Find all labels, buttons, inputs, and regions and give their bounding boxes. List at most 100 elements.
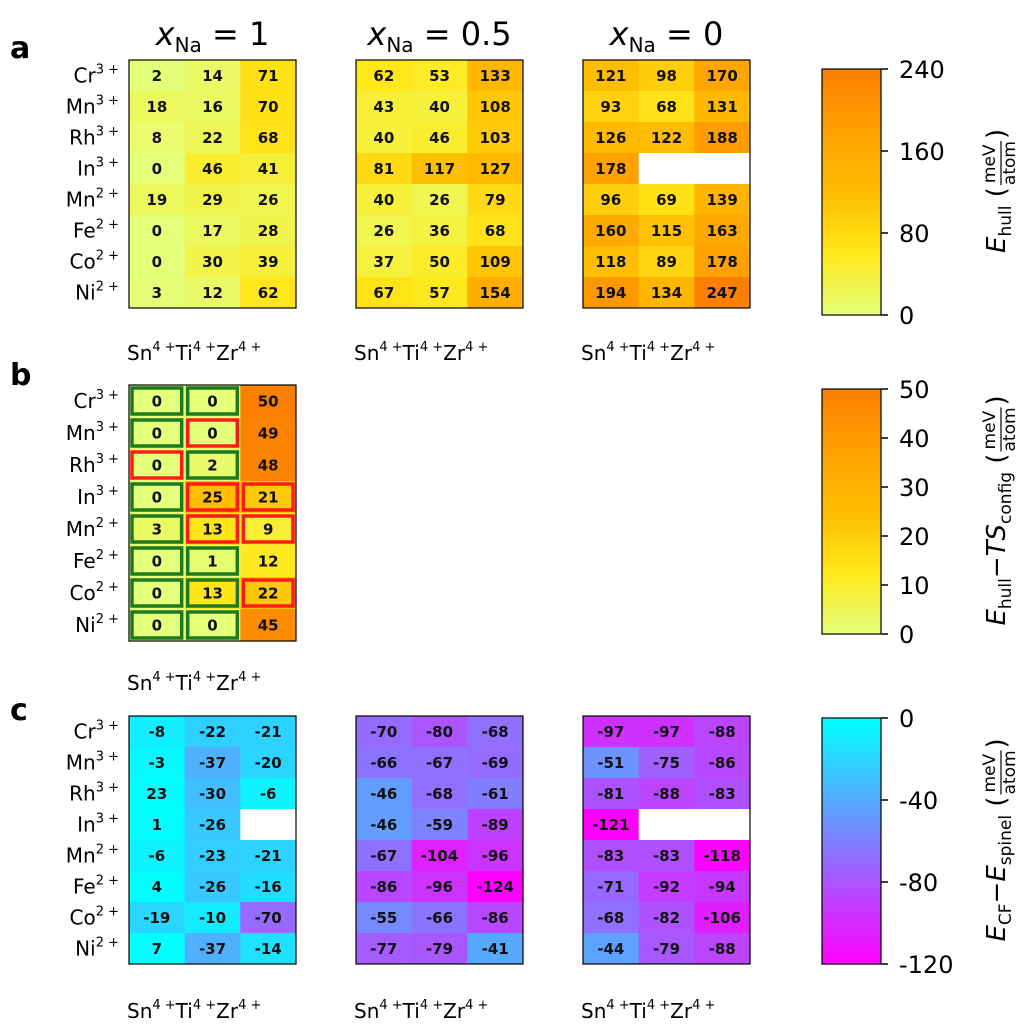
colorbar-step — [822, 900, 881, 904]
colorbar-step — [822, 937, 881, 940]
cell-value: -69 — [482, 754, 509, 772]
row-label: In3 + — [77, 156, 119, 181]
heatmap-cell — [467, 778, 524, 810]
heatmap-cell — [240, 215, 297, 247]
cell-value: -106 — [703, 909, 741, 927]
colorbar-step — [822, 595, 881, 598]
heatmap-cell — [411, 215, 468, 247]
colorbar-step — [822, 427, 881, 431]
cell-value: -92 — [653, 878, 680, 896]
heatmap-cell — [638, 871, 695, 903]
colorbar-step — [822, 259, 881, 263]
colorbar-step — [822, 875, 881, 879]
colorbar-step — [822, 91, 881, 95]
colorbar-step — [822, 175, 881, 179]
row-label: Cr3 + — [74, 719, 119, 744]
colorbar-step — [822, 574, 881, 578]
cell-value: 62 — [373, 67, 394, 85]
colorbar-step — [822, 220, 881, 224]
colorbar-step — [822, 450, 881, 453]
colorbar-step — [822, 196, 881, 199]
colorbar-step — [822, 306, 881, 310]
colorbar-tick-label: 20 — [899, 523, 930, 551]
cell-value: -8 — [148, 723, 165, 741]
cell-value: 57 — [429, 284, 450, 302]
cell-value: 0 — [152, 585, 162, 603]
unit-denominator: atom — [1000, 407, 1020, 451]
colorbar-step — [822, 235, 881, 238]
heatmap-cell — [356, 871, 413, 903]
colorbar-step — [822, 393, 881, 396]
heatmap-frame — [582, 715, 751, 965]
colorbar-step — [822, 87, 881, 91]
panel-letter-c: c — [10, 693, 28, 728]
cell-value: -10 — [199, 909, 226, 927]
heatmap-cell — [240, 871, 297, 903]
heatmap-cell — [467, 122, 524, 154]
colorbar-step — [822, 103, 881, 107]
cell-outline-green — [130, 610, 184, 640]
cell-value: -22 — [199, 723, 226, 741]
cell-value: 29 — [202, 191, 223, 209]
heatmap-cell — [184, 933, 241, 965]
cell-value: 108 — [480, 98, 511, 116]
colorbar-step — [822, 884, 881, 887]
colorbar-step — [822, 140, 881, 144]
colorbar-step — [822, 136, 881, 140]
colorbar-step — [822, 169, 881, 173]
cell-value: 79 — [485, 191, 506, 209]
heatmap-cell — [129, 545, 186, 578]
row-label: Mn3 + — [66, 420, 119, 445]
cell-value: -89 — [482, 816, 509, 834]
heatmap-cell — [694, 871, 751, 903]
colorbar-frame — [821, 717, 882, 965]
colorbar-step — [822, 189, 881, 193]
cell-value: 68 — [656, 98, 677, 116]
heatmap-cell — [184, 902, 241, 934]
heatmap-cell — [583, 277, 640, 309]
cell-value: 0 — [152, 553, 162, 571]
cell-value: 2 — [152, 67, 162, 85]
row-label: Rh3 + — [69, 452, 119, 477]
cell-value: -23 — [199, 847, 226, 865]
colorbar-step — [822, 800, 881, 803]
colorbar-step — [822, 194, 881, 197]
cell-value: -67 — [370, 847, 397, 865]
cell-value: 26 — [429, 191, 450, 209]
colorbar-step — [822, 761, 881, 764]
cell-value: 68 — [485, 222, 506, 240]
cell-value: 26 — [373, 222, 394, 240]
heatmap-cell — [694, 277, 751, 309]
cell-value: 0 — [152, 222, 162, 240]
cell-value: -88 — [709, 940, 736, 958]
colorbar-step — [822, 116, 881, 119]
colorbar-step — [822, 187, 881, 191]
cell-value: 36 — [429, 222, 450, 240]
heatmap-cell — [467, 277, 524, 309]
colorbar-step — [822, 228, 881, 232]
colorbar-step — [822, 918, 881, 922]
colorbar-step — [822, 554, 881, 558]
heatmap-cell — [129, 60, 186, 92]
heatmap-cell — [638, 91, 695, 123]
row-label: Ni2 + — [75, 612, 119, 637]
cell-outline-green — [130, 386, 184, 416]
colorbar-step — [822, 961, 881, 965]
cell-value: 50 — [258, 393, 279, 411]
cell-value: 22 — [258, 585, 279, 603]
colorbar-label-text: Ehull ( — [982, 187, 1016, 253]
cell-outline-green — [185, 578, 240, 608]
cell-value: 247 — [707, 284, 738, 302]
colorbar-label-text: ECF−Espinel ( — [982, 796, 1016, 941]
colorbar-step — [822, 157, 881, 160]
colorbar-step — [822, 503, 881, 506]
colorbar-tick-label: 50 — [899, 376, 930, 404]
cell-value: 89 — [656, 253, 677, 271]
cell-value: 19 — [146, 191, 167, 209]
column-labels: Sn4 +Ti4 +Zr4 + — [127, 670, 261, 695]
colorbar-step — [822, 276, 881, 279]
colorbar-step — [822, 497, 881, 500]
cell-value: 81 — [373, 160, 394, 178]
heatmap-cell — [184, 215, 241, 247]
colorbar-step — [822, 546, 881, 549]
